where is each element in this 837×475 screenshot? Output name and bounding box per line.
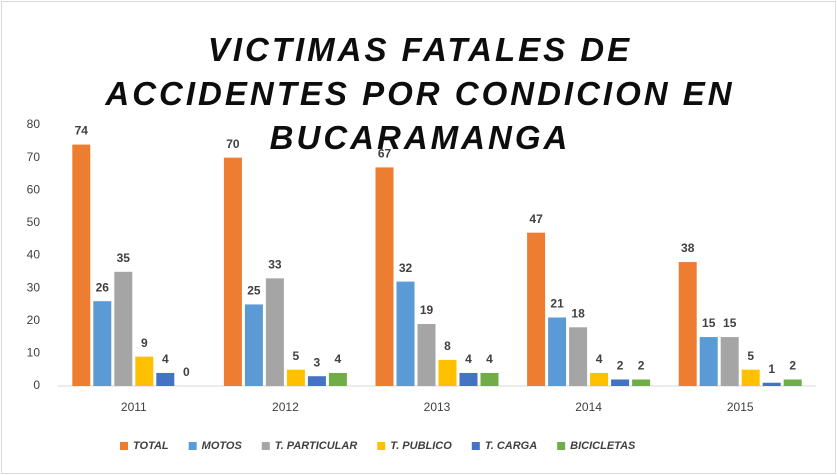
data-label: 2 (638, 359, 645, 373)
data-label: 5 (747, 349, 754, 363)
x-tick-label: 2013 (424, 400, 451, 414)
data-label: 25 (247, 284, 261, 298)
data-label: 5 (293, 349, 300, 363)
data-label: 1 (768, 362, 775, 376)
bar (720, 337, 739, 386)
y-tick-label: 10 (27, 346, 41, 360)
data-label: 33 (268, 258, 282, 272)
bar (223, 157, 242, 386)
y-tick-label: 70 (27, 150, 41, 164)
bar (741, 369, 760, 386)
bar (762, 382, 781, 386)
data-label: 18 (571, 306, 585, 320)
bar (396, 281, 415, 386)
legend-label: T. PUBLICO (390, 440, 452, 452)
legend-label: BICICLETAS (570, 440, 636, 452)
data-label: 9 (141, 336, 148, 350)
data-label: 26 (96, 280, 110, 294)
data-label: 21 (550, 297, 564, 311)
data-label: 3 (314, 355, 321, 369)
legend-label: T. PARTICULAR (275, 440, 358, 452)
data-label: 38 (681, 241, 695, 255)
legend-swatch (188, 442, 197, 450)
bar (548, 317, 567, 386)
legend-swatch (261, 442, 270, 450)
data-label: 0 (183, 365, 190, 379)
data-label: 2 (789, 359, 796, 373)
bar (156, 372, 175, 386)
bar (93, 301, 112, 386)
bar (590, 372, 609, 386)
y-tick-label: 30 (27, 280, 41, 294)
bar (438, 359, 457, 386)
data-label: 4 (335, 352, 342, 366)
bar (632, 379, 651, 386)
data-label: 15 (702, 316, 716, 330)
bar (699, 337, 718, 386)
x-tick-label: 2014 (575, 400, 602, 414)
bar (114, 271, 133, 386)
bar (417, 324, 436, 386)
bar (135, 356, 154, 386)
bar (569, 327, 588, 386)
legend-swatch (377, 442, 386, 450)
legend-label: T. CARGA (485, 440, 537, 452)
x-tick-label: 2012 (272, 400, 299, 414)
bar (328, 372, 347, 386)
bar (611, 379, 630, 386)
legend-label: TOTAL (133, 440, 169, 452)
chart-title: VICTIMAS FATALES DE ACCIDENTES POR CONDI… (105, 31, 735, 156)
bar (783, 379, 802, 386)
data-label: 15 (723, 316, 737, 330)
y-tick-label: 40 (27, 248, 41, 262)
bar (286, 369, 305, 386)
y-tick-label: 60 (27, 182, 41, 196)
data-label: 70 (226, 137, 240, 151)
data-label: 32 (399, 261, 413, 275)
bar (244, 304, 263, 386)
bar (678, 262, 697, 386)
data-label: 19 (420, 303, 434, 317)
data-label: 4 (162, 352, 169, 366)
bar (72, 144, 91, 386)
data-label: 74 (75, 124, 89, 138)
y-tick-label: 20 (27, 313, 41, 327)
bar (265, 278, 284, 386)
legend-swatch (471, 442, 480, 450)
x-tick-label: 2011 (121, 400, 147, 414)
data-label: 4 (486, 352, 493, 366)
bar (307, 376, 326, 386)
data-label: 67 (378, 147, 392, 161)
data-label: 4 (596, 352, 603, 366)
y-tick-label: 0 (33, 378, 40, 392)
bar (375, 167, 394, 386)
legend-label: MOTOS (202, 440, 243, 452)
x-tick-label: 2015 (727, 400, 754, 414)
bar (527, 232, 546, 386)
y-tick-label: 80 (27, 117, 41, 131)
bar (459, 372, 478, 386)
data-label: 4 (465, 352, 472, 366)
data-label: 8 (444, 339, 451, 353)
legend-swatch (557, 442, 566, 450)
data-label: 2 (617, 359, 624, 373)
bar (480, 372, 499, 386)
data-label: 47 (529, 212, 543, 226)
y-tick-label: 50 (27, 215, 41, 229)
data-label: 35 (117, 251, 131, 265)
legend-swatch (120, 442, 128, 450)
